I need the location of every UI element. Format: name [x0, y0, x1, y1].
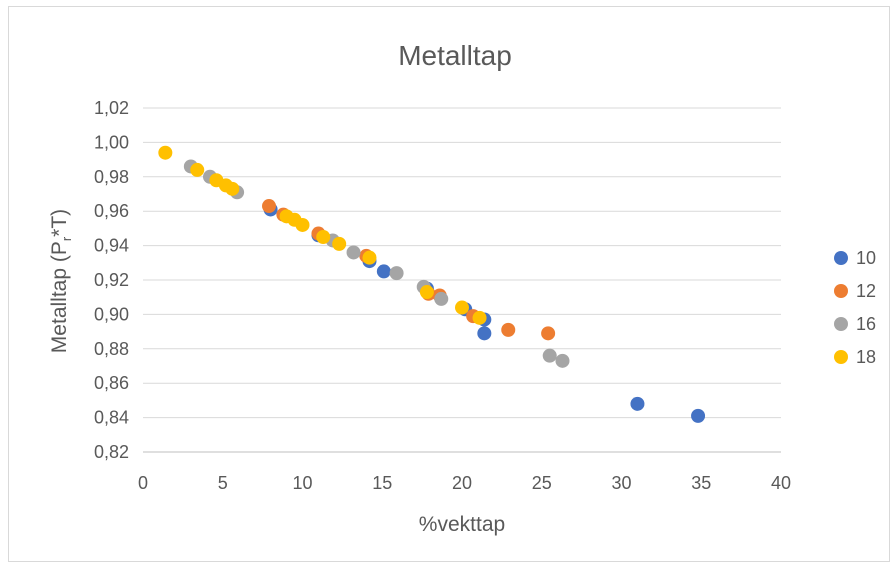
y-tick-labels: 0,82 0,84 0,86 0,88 0,90 0,92 0,94 0,96 0,98 1,00… — [94, 98, 129, 462]
data-point-series-10 — [376, 264, 391, 279]
data-point-series-16 — [555, 353, 570, 368]
gridlines — [143, 107, 781, 453]
x-tick-label: 30 — [611, 473, 631, 493]
data-point-series-12 — [541, 326, 556, 341]
data-point-series-18 — [190, 162, 205, 177]
x-tick-label: 20 — [452, 473, 472, 493]
x-axis-label: %vekttap — [419, 513, 505, 536]
y-tick-label: 1,00 — [94, 132, 129, 152]
y-tick-label: 0,92 — [94, 270, 129, 290]
chart-frame — [8, 6, 890, 562]
y-axis-label-sub: r — [59, 236, 74, 241]
y-axis-label-tail: *T) — [48, 209, 71, 237]
data-point-series-16 — [346, 245, 361, 260]
legend-marker-18 — [834, 350, 848, 364]
data-point-series-16 — [389, 266, 404, 281]
y-tick-label: 1,02 — [94, 98, 129, 118]
data-points — [158, 145, 706, 423]
data-point-series-18 — [158, 145, 173, 160]
data-point-series-18 — [295, 217, 310, 232]
y-tick-label: 0,98 — [94, 167, 129, 187]
y-axis-label: Metalltap (Pr*T) — [48, 209, 74, 353]
data-point-series-18 — [332, 236, 347, 251]
legend-label: 12 — [856, 281, 876, 301]
data-point-series-12 — [501, 322, 516, 337]
y-tick-label: 0,96 — [94, 201, 129, 221]
data-point-series-18 — [419, 285, 434, 300]
x-tick-labels: 0 5 10 15 20 25 30 35 40 — [138, 473, 791, 493]
y-tick-label: 0,84 — [94, 408, 129, 428]
y-tick-label: 0,86 — [94, 373, 129, 393]
y-tick-label: 0,88 — [94, 339, 129, 359]
chart-title: Metalltap — [398, 40, 512, 71]
y-tick-label: 0,94 — [94, 236, 129, 256]
y-tick-label: 0,82 — [94, 442, 129, 462]
data-point-series-12 — [262, 199, 277, 214]
x-tick-label: 5 — [218, 473, 228, 493]
data-point-series-16 — [434, 291, 449, 306]
data-point-series-18 — [225, 181, 240, 196]
legend: 10 12 16 18 — [834, 248, 876, 367]
y-tick-label: 0,90 — [94, 304, 129, 324]
x-tick-label: 0 — [138, 473, 148, 493]
legend-marker-16 — [834, 317, 848, 331]
data-point-series-16 — [542, 348, 557, 363]
data-point-series-10 — [630, 396, 645, 411]
legend-label: 16 — [856, 314, 876, 334]
data-point-series-18 — [455, 300, 469, 315]
y-axis-label-main: Metalltap (P — [48, 241, 71, 353]
data-point-series-18 — [472, 310, 487, 325]
x-tick-label: 35 — [691, 473, 711, 493]
x-tick-label: 40 — [771, 473, 791, 493]
legend-label: 10 — [856, 248, 876, 268]
x-tick-label: 25 — [532, 473, 552, 493]
legend-label: 18 — [856, 347, 876, 367]
legend-marker-12 — [834, 284, 848, 298]
data-point-series-18 — [316, 230, 331, 244]
data-point-series-10 — [477, 326, 492, 341]
legend-marker-10 — [834, 251, 848, 265]
data-point-series-18 — [362, 250, 377, 265]
x-tick-label: 10 — [292, 473, 312, 493]
x-tick-label: 15 — [372, 473, 392, 493]
data-point-series-10 — [691, 408, 706, 423]
